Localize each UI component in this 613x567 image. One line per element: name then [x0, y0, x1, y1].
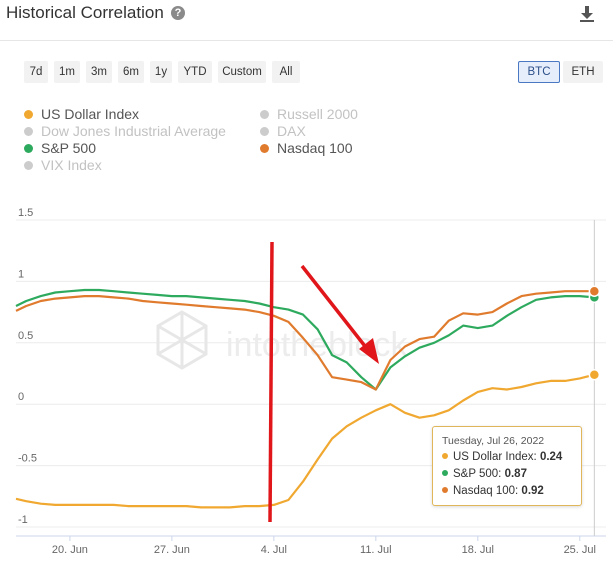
x-tick-label: 20. Jun [52, 544, 88, 556]
range-custom-button[interactable]: Custom [218, 61, 266, 83]
legend-dot-icon [260, 144, 269, 153]
y-tick-label: 0.5 [18, 330, 33, 342]
legend-dot-icon [24, 144, 33, 153]
btc-button[interactable]: BTC [518, 61, 560, 83]
x-tick-label: 4. Jul [261, 544, 287, 556]
legend-item-dow-jones[interactable]: Dow Jones Industrial Average [24, 123, 226, 140]
y-tick-label: -1 [18, 514, 28, 526]
legend-item-nasdaq-100[interactable]: Nasdaq 100 [260, 140, 353, 157]
range-6m-button[interactable]: 6m [118, 61, 144, 83]
y-tick-label: -0.5 [18, 453, 37, 465]
legend-dot-icon [260, 110, 269, 119]
series-line-us-dollar-index[interactable] [15, 373, 595, 509]
legend-item-us-dollar-index[interactable]: US Dollar Index [24, 106, 139, 123]
y-tick-label: 0 [18, 391, 24, 403]
tooltip-date: Tuesday, Jul 26, 2022 [442, 435, 545, 447]
hover-point-nasdaq-100 [588, 285, 601, 297]
hover-point-us-dollar-index [588, 368, 601, 381]
series-line-nasdaq-100[interactable] [15, 290, 595, 391]
eth-button[interactable]: ETH [563, 61, 603, 83]
legend-item-vix-index[interactable]: VIX Index [24, 157, 102, 174]
legend-item-dax[interactable]: DAX [260, 123, 306, 140]
pointer-arrow-shaft [300, 264, 370, 352]
legend-dot-icon [260, 127, 269, 136]
range-7d-button[interactable]: 7d [24, 61, 48, 83]
x-tick-label: 18. Jul [462, 544, 494, 556]
range-all-button[interactable]: All [272, 61, 300, 83]
watermark-text: intotheblock [226, 326, 408, 364]
x-tick-label: 11. Jul [360, 544, 392, 556]
range-1y-button[interactable]: 1y [150, 61, 172, 83]
series-line-s-p-500[interactable] [15, 288, 595, 391]
range-3m-button[interactable]: 3m [86, 61, 112, 83]
header: Historical Correlation ? [0, 0, 613, 41]
annotations [268, 241, 379, 523]
tooltip-dot-icon [442, 470, 448, 476]
legend-dot-icon [24, 127, 33, 136]
x-tick-label: 27. Jun [154, 544, 190, 556]
range-1m-button[interactable]: 1m [54, 61, 80, 83]
watermark-logo-icon [156, 310, 208, 370]
tooltip-dot-icon [442, 453, 448, 459]
y-tick-label: 1.5 [18, 207, 33, 219]
x-tick-label: 25. Jul [564, 544, 596, 556]
legend-item-sp-500[interactable]: S&P 500 [24, 140, 96, 157]
tooltip-row-nasdaq-100: Nasdaq 100: 0.92 [442, 485, 544, 497]
legend-dot-icon [24, 161, 33, 170]
legend-dot-icon [24, 110, 33, 119]
tooltip: Tuesday, Jul 26, 2022 US Dollar Index: 0… [432, 426, 582, 506]
legend-item-russell-2000[interactable]: Russell 2000 [260, 106, 358, 123]
download-icon[interactable] [577, 4, 597, 24]
range-ytd-button[interactable]: YTD [178, 61, 212, 83]
tooltip-row-us-dollar-index: US Dollar Index: 0.24 [442, 451, 562, 463]
y-tick-label: 1 [18, 268, 24, 280]
pointer-arrowhead-icon [359, 338, 379, 364]
watermark: intotheblock [156, 310, 408, 370]
help-icon[interactable]: ? [171, 6, 185, 20]
tooltip-row-sp-500: S&P 500: 0.87 [442, 468, 527, 480]
vertical-marker-line [268, 241, 274, 523]
page-title: Historical Correlation [6, 3, 164, 22]
tooltip-dot-icon [442, 487, 448, 493]
